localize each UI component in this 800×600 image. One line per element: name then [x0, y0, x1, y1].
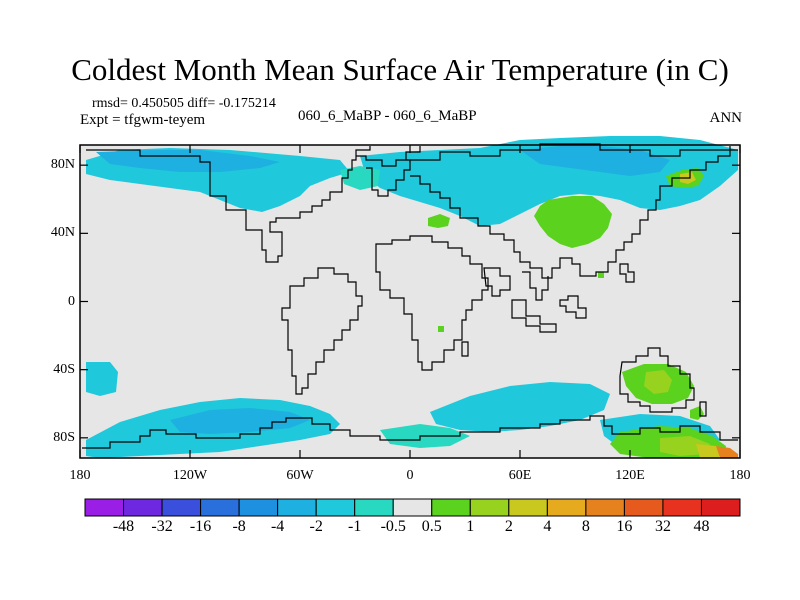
- colorbar-label: 8: [581, 518, 590, 535]
- colorbar-swatch: [123, 498, 163, 517]
- colorbar-swatch: [623, 498, 664, 517]
- colorbar-label: 1: [466, 518, 475, 535]
- colorbar-label: 0.5: [421, 518, 442, 535]
- season-label: ANN: [709, 110, 743, 126]
- colorbar-swatch: [700, 498, 741, 517]
- colorbar-swatch: [469, 498, 510, 517]
- field-patches: [86, 136, 738, 458]
- coastlines: [82, 143, 738, 449]
- coastline-south-america: [281, 267, 363, 395]
- neg-patch-southern-ocean-2: [170, 408, 310, 434]
- colorbar-label: -8: [232, 518, 246, 535]
- orange-patch-east-antarctica: [716, 446, 738, 458]
- colorbar-label: 16: [616, 518, 633, 535]
- colorbar-swatch: [277, 498, 317, 517]
- coastline-australia: [619, 347, 695, 413]
- y-axis-label: 40S: [53, 361, 75, 377]
- experiment-line: Expt = tfgwm-teyem: [80, 112, 206, 128]
- coastline-japan: [619, 263, 635, 283]
- colorbar-label: -32: [151, 518, 173, 535]
- case-line: 060_6_MaBP - 060_6_MaBP: [298, 108, 477, 124]
- colorbar-label: -2: [309, 518, 323, 535]
- coastline-greenland: [356, 146, 421, 167]
- pos-dot-asia: [598, 272, 604, 278]
- coastline-antarctica: [82, 415, 738, 449]
- colorbar-swatch: [662, 498, 702, 517]
- y-axis-label: 40N: [50, 225, 75, 241]
- colorbar: [84, 498, 741, 517]
- y-axis-label: 80S: [53, 429, 75, 445]
- coastline-eurasia: [410, 146, 731, 279]
- coastline-india: [522, 271, 549, 301]
- colorbar-swatch: [161, 498, 202, 517]
- x-axis-label: 0: [406, 468, 414, 483]
- colorbar-swatch: [200, 498, 240, 517]
- coastline-north-america: [86, 146, 371, 263]
- coastline-arctic-russia: [410, 143, 738, 161]
- colorbar-label: -4: [270, 518, 285, 535]
- map-title: Coldest Month Mean Surface Air Temperatu…: [71, 52, 729, 87]
- colorbar-label: -16: [189, 518, 212, 535]
- colorbar-swatch: [315, 498, 356, 517]
- y-axis-label: 0: [68, 293, 75, 309]
- colorbar-swatch: [354, 498, 394, 517]
- x-axis-label: 60W: [286, 468, 314, 483]
- coastline-africa: [375, 235, 489, 371]
- pos-mid-east-antarctica: [660, 436, 710, 456]
- colorbar-swatch: [585, 498, 625, 517]
- colorbar-label: 4: [543, 518, 552, 535]
- y-axis-label: 80N: [50, 157, 75, 173]
- colorbar-swatch: [392, 498, 433, 517]
- coastline-madagascar: [461, 341, 469, 357]
- axis-ticks: [79, 145, 741, 458]
- pos-mid-australia: [644, 370, 672, 394]
- pos-dot-africa: [438, 326, 444, 332]
- x-axis-label: 180: [69, 468, 91, 483]
- x-axis-label: 60E: [508, 468, 532, 483]
- coastline-new-zealand: [699, 401, 707, 417]
- colorbar-label: -48: [112, 518, 135, 535]
- colorbar-swatch: [431, 498, 471, 517]
- colorbar-label: 32: [654, 518, 671, 535]
- coastline-arabia: [483, 267, 511, 297]
- x-axis-label: 180: [729, 468, 751, 483]
- colorbar-label: -1: [348, 518, 362, 535]
- neg-patch-north-atlantic: [340, 166, 380, 190]
- colorbar-label: 48: [693, 518, 710, 535]
- coastline-se-asia: [559, 295, 587, 319]
- colorbar-swatch: [84, 498, 125, 517]
- x-axis-label: 120W: [172, 468, 208, 483]
- stats-line: rmsd= 0.450505 diff= -0.175214: [92, 96, 276, 111]
- neg-patch-siberia: [520, 146, 670, 176]
- colorbar-swatch: [546, 498, 587, 517]
- colorbar-label: 2: [504, 518, 513, 535]
- colorbar-label: -0.5: [380, 518, 406, 535]
- colorbar-swatch: [238, 498, 279, 517]
- x-axis-label: 120E: [615, 468, 645, 483]
- neg-patch-south-pacific-west: [86, 362, 118, 396]
- coastline-indonesia: [511, 299, 557, 333]
- pos-patch-central-asia: [534, 196, 612, 248]
- pos-patch-europe: [428, 214, 450, 228]
- colorbar-swatch: [508, 498, 548, 517]
- coastline-greenland-east: [366, 159, 411, 197]
